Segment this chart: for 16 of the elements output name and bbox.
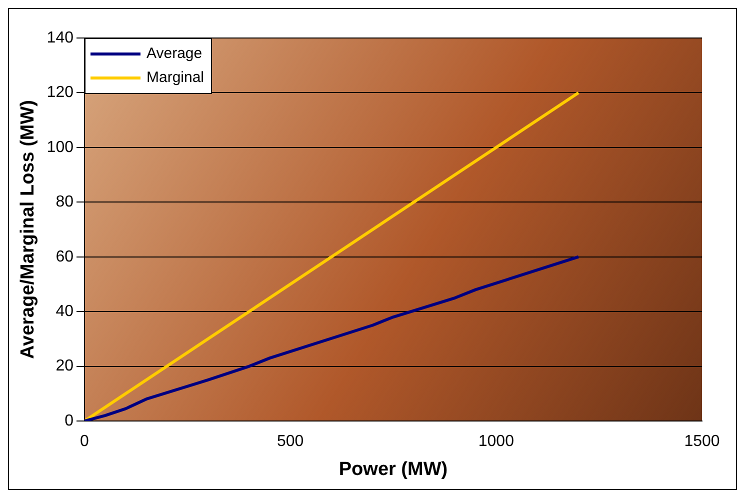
y-tick-label: 80 xyxy=(56,194,74,211)
y-tick-label: 140 xyxy=(46,29,74,46)
x-tick-label: 500 xyxy=(276,433,304,450)
y-tick-label: 120 xyxy=(46,84,74,102)
legend-label: Marginal xyxy=(146,69,204,86)
x-tick-label: 1500 xyxy=(684,433,720,450)
legend-label: Average xyxy=(146,45,202,62)
x-axis-title: Power (MW) xyxy=(338,458,448,480)
y-axis-title: Average/Marginal Loss (MW) xyxy=(18,100,39,360)
y-tick-label: 20 xyxy=(56,358,74,375)
y-tick-label: 40 xyxy=(56,302,74,320)
y-tick-label: 100 xyxy=(46,138,74,156)
y-tick-label: 0 xyxy=(64,412,74,430)
x-tick-label: 0 xyxy=(80,433,90,450)
x-tick-label: 1000 xyxy=(478,433,514,450)
y-tick-label: 60 xyxy=(56,248,74,266)
